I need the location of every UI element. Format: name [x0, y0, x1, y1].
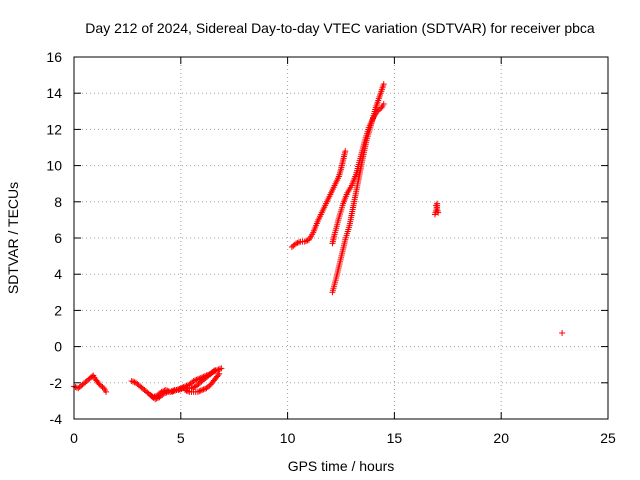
data-points: [71, 81, 566, 403]
data-point: [196, 388, 203, 395]
data-point: [342, 148, 349, 155]
data-point: [172, 387, 179, 394]
data-point: [194, 388, 201, 395]
data-point: [380, 101, 387, 108]
data-point: [211, 367, 218, 374]
y-tick-label: 14: [46, 85, 62, 101]
data-point: [216, 365, 223, 372]
data-point: [169, 388, 176, 395]
data-point: [295, 239, 302, 246]
data-point: [177, 385, 184, 392]
data-point: [183, 387, 190, 394]
data-point: [197, 374, 204, 381]
y-tick-label: 2: [54, 302, 62, 318]
data-point: [99, 384, 106, 391]
data-point: [294, 239, 301, 246]
y-tick-label: 8: [54, 194, 62, 210]
y-tick-label: 16: [46, 49, 62, 65]
data-point: [559, 330, 566, 337]
data-point: [192, 377, 199, 384]
data-point: [180, 384, 187, 391]
data-point: [204, 371, 211, 378]
x-tick-label: 5: [177, 430, 185, 446]
data-point: [210, 368, 217, 375]
y-tick-label: -4: [50, 411, 63, 427]
data-point: [182, 387, 189, 394]
axis-ticks: [73, 56, 609, 420]
y-tick-label: 12: [46, 121, 62, 137]
data-point: [218, 365, 225, 372]
x-tick-labels: 0 5 10 15 20 25: [70, 430, 616, 446]
x-axis-label: GPS time / hours: [288, 458, 395, 474]
y-tick-label: 10: [46, 158, 62, 174]
data-point: [215, 366, 222, 373]
x-tick-label: 25: [600, 430, 616, 446]
data-point: [303, 238, 310, 245]
y-tick-label: 6: [54, 230, 62, 246]
x-tick-label: 0: [70, 430, 78, 446]
data-point: [216, 370, 223, 377]
data-point: [196, 375, 203, 382]
data-point: [162, 390, 169, 397]
data-point: [176, 385, 183, 392]
data-point: [163, 389, 170, 396]
data-point: [173, 387, 180, 394]
y-tick-label: -2: [50, 375, 63, 391]
data-point: [194, 376, 201, 383]
data-point: [301, 238, 308, 245]
data-point: [174, 386, 181, 393]
data-point: [377, 105, 384, 112]
data-point: [160, 390, 167, 397]
y-tick-label: 0: [54, 339, 62, 355]
data-point: [193, 376, 200, 383]
data-point: [153, 395, 160, 402]
y-tick-labels: -4 -2 0 2 4 6 8 10 12 14 16: [46, 49, 62, 427]
data-point: [197, 387, 204, 394]
data-point: [202, 373, 209, 380]
y-tick-label: 4: [54, 266, 62, 282]
data-point: [130, 378, 137, 385]
data-point: [200, 386, 207, 393]
x-tick-label: 15: [387, 430, 403, 446]
data-point: [293, 240, 300, 247]
data-point: [170, 388, 177, 395]
data-point: [199, 374, 206, 381]
data-point: [184, 388, 191, 395]
chart-title: Day 212 of 2024, Sidereal Day-to-day VTE…: [85, 20, 595, 36]
data-point: [189, 384, 196, 391]
data-point: [152, 396, 159, 403]
grid-lines: [74, 57, 608, 419]
data-point: [215, 372, 222, 379]
data-point: [128, 377, 135, 384]
data-point: [199, 387, 206, 394]
data-point: [380, 81, 387, 88]
y-axis-label: SDTVAR / TECUs: [5, 182, 21, 294]
data-point: [435, 209, 442, 216]
data-point: [103, 388, 110, 395]
x-tick-label: 20: [493, 430, 509, 446]
data-point: [203, 372, 210, 379]
data-point: [200, 373, 207, 380]
data-point: [73, 384, 80, 391]
x-tick-label: 10: [280, 430, 296, 446]
data-point: [190, 377, 197, 384]
